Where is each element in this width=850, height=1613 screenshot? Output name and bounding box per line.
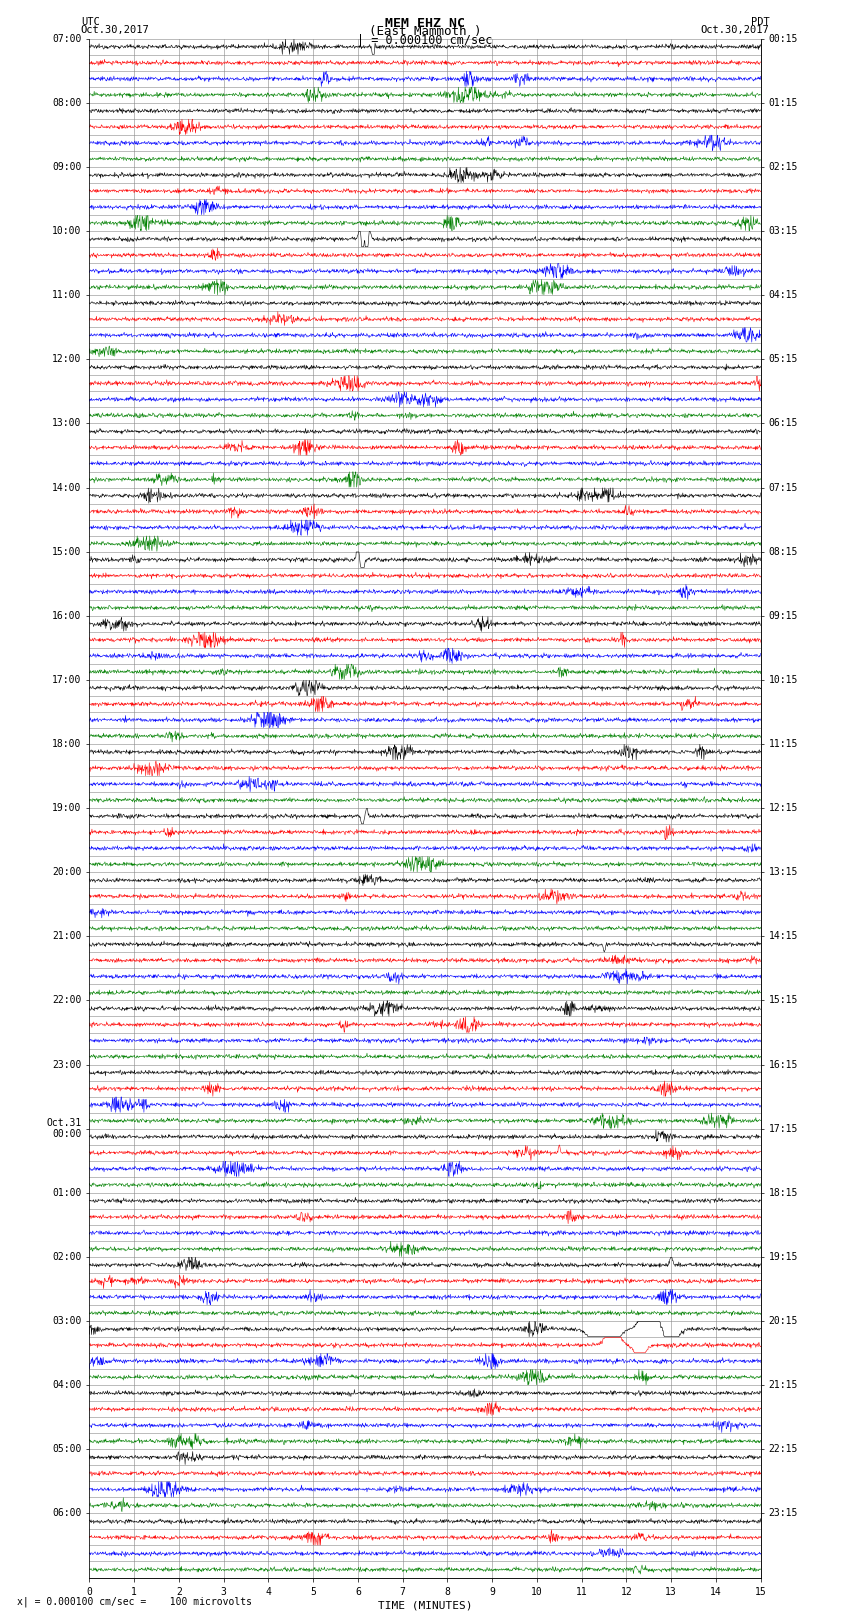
Text: Oct.30,2017: Oct.30,2017	[700, 24, 769, 35]
Text: (East Mammoth ): (East Mammoth )	[369, 24, 481, 39]
Text: | = 0.000100 cm/sec: | = 0.000100 cm/sec	[357, 32, 493, 47]
Text: MEM EHZ NC: MEM EHZ NC	[385, 18, 465, 31]
Text: Oct.30,2017: Oct.30,2017	[81, 24, 150, 35]
Text: PDT: PDT	[751, 18, 769, 27]
X-axis label: TIME (MINUTES): TIME (MINUTES)	[377, 1600, 473, 1611]
Text: UTC: UTC	[81, 18, 99, 27]
Text: x| = 0.000100 cm/sec =    100 microvolts: x| = 0.000100 cm/sec = 100 microvolts	[17, 1595, 252, 1607]
